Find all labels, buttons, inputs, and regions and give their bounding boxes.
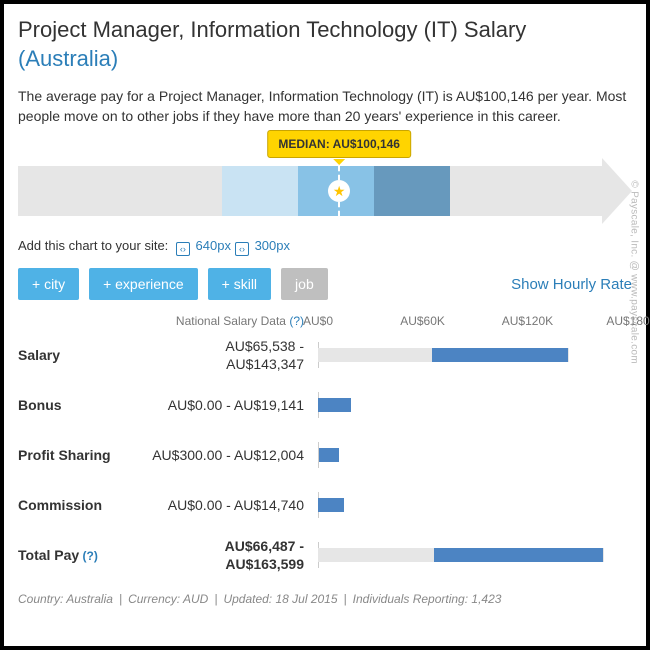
axis-tick: AU$60K [400, 314, 445, 328]
row-range: AU$66,487 - AU$163,599 [148, 537, 318, 573]
arrow-segment [450, 166, 602, 216]
watermark: © Payscale, Inc. @ www.payscale.com [629, 180, 640, 364]
add-chart-label: Add this chart to your site: [18, 238, 168, 253]
row-label: Bonus [18, 397, 148, 413]
location-text: (Australia) [18, 46, 118, 71]
show-hourly-link[interactable]: Show Hourly Rate [511, 276, 632, 293]
data-row: BonusAU$0.00 - AU$19,141 [18, 380, 632, 430]
filter-button-job: job [281, 268, 328, 300]
embed-link[interactable]: 300px [251, 238, 290, 253]
embed-link[interactable]: 640px [192, 238, 231, 253]
row-bar [318, 348, 632, 362]
embed-icon[interactable]: ‹› [176, 242, 190, 256]
median-marker: ★ [328, 166, 350, 216]
row-label: Total Pay (?) [18, 547, 148, 563]
separator: | [344, 592, 347, 606]
footer-item: Updated: 18 Jul 2015 [223, 592, 337, 606]
row-bar [318, 398, 632, 412]
arrow-body [18, 166, 602, 216]
footer-item: Individuals Reporting: 1,423 [353, 592, 502, 606]
separator: | [119, 592, 122, 606]
row-bar [318, 498, 632, 512]
arrow-segment [18, 166, 222, 216]
data-row: SalaryAU$65,538 - AU$143,347 [18, 330, 632, 380]
salary-distribution-arrow: MEDIAN: AU$100,146 ★ [18, 166, 632, 216]
help-icon[interactable]: (?) [79, 549, 98, 563]
footer-item: Currency: AUD [128, 592, 208, 606]
row-bar [318, 448, 632, 462]
tick-row: AU$0AU$60KAU$120KAU$180K [318, 314, 632, 330]
row-label: Profit Sharing [18, 447, 148, 463]
embed-icon[interactable]: ‹› [235, 242, 249, 256]
star-icon: ★ [328, 180, 350, 202]
row-label: Commission [18, 497, 148, 513]
row-range: AU$0.00 - AU$19,141 [148, 396, 318, 414]
page-title: Project Manager, Information Technology … [18, 16, 632, 73]
chart-header-label: National Salary Data (?) [148, 314, 318, 330]
median-label: MEDIAN: AU$100,146 [267, 130, 411, 158]
data-row: Profit SharingAU$300.00 - AU$12,004 [18, 430, 632, 480]
row-label: Salary [18, 347, 148, 363]
arrow-segment [374, 166, 450, 216]
add-chart-row: Add this chart to your site: ‹› 640px‹› … [18, 238, 632, 256]
separator: | [214, 592, 217, 606]
filter-row: + city + experience + skill job Show Hourly … [18, 268, 632, 300]
row-range: AU$0.00 - AU$14,740 [148, 496, 318, 514]
chart-header: National Salary Data (?) AU$0 AU$60K AU$12… [18, 314, 632, 330]
data-row: Total Pay (?)AU$66,487 - AU$163,599 [18, 530, 632, 580]
axis-tick: AU$0 [303, 314, 333, 328]
salary-bar-chart: National Salary Data (?) AU$0 AU$60K AU$12… [18, 314, 632, 580]
footer-item: Country: Australia [18, 592, 113, 606]
footer-meta: Country: Australia | Currency: AUD | Updated… [18, 592, 632, 606]
title-text: Project Manager, Information Technology … [18, 17, 526, 42]
filter-button-experience[interactable]: + experience [89, 268, 198, 300]
filter-button-city[interactable]: + city [18, 268, 79, 300]
row-range: AU$65,538 - AU$143,347 [148, 337, 318, 373]
filter-button-skill[interactable]: + skill [208, 268, 271, 300]
arrow-segment [222, 166, 298, 216]
row-bar [318, 548, 632, 562]
data-row: CommissionAU$0.00 - AU$14,740 [18, 480, 632, 530]
help-icon[interactable]: (?) [289, 314, 304, 328]
arrow-head-icon [602, 158, 632, 224]
row-range: AU$300.00 - AU$12,004 [148, 446, 318, 464]
description: The average pay for a Project Manager, I… [18, 87, 632, 126]
axis-tick: AU$120K [502, 314, 553, 328]
